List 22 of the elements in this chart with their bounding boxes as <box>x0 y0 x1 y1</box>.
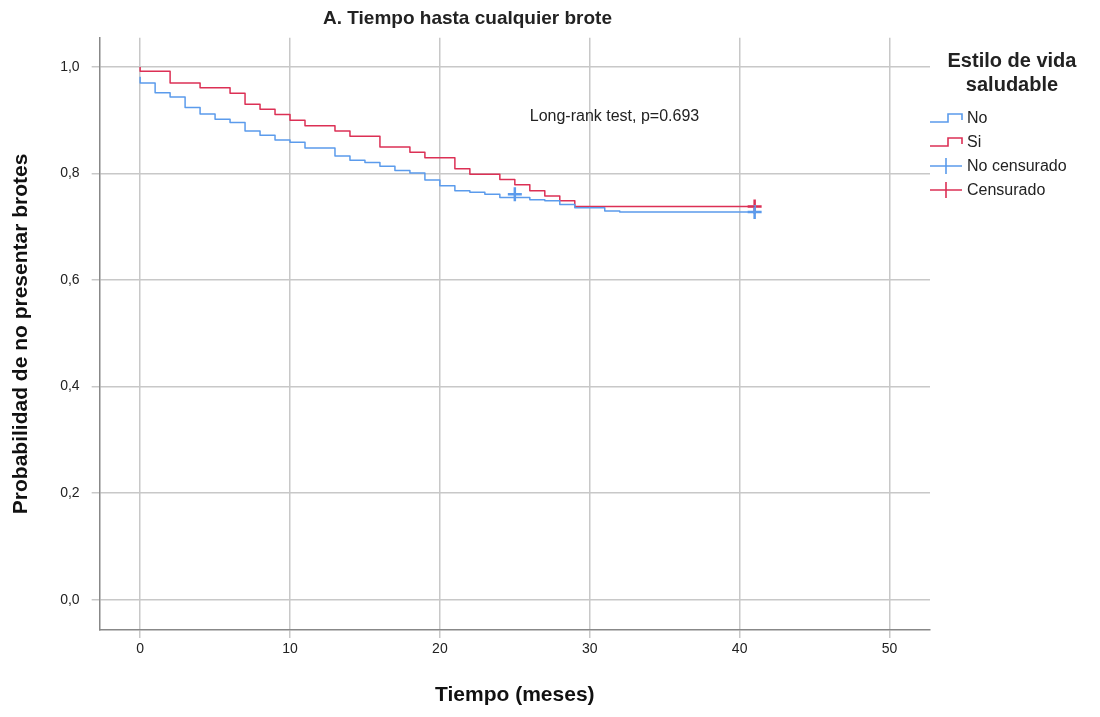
point <box>506 186 524 203</box>
y-axis-title: Probabilidad de no presentar brotes <box>8 153 32 515</box>
y-tick-label: 0,4 <box>60 377 80 394</box>
legend-label: No <box>967 109 988 127</box>
y-tick-label: 0,2 <box>60 483 80 500</box>
x-tick-label: 50 <box>881 640 898 657</box>
legend-label: No censurado <box>967 157 1067 175</box>
chart-title: A. Tiempo hasta cualquier brote <box>323 6 612 28</box>
x-axis-title: Tiempo (meses) <box>435 682 595 706</box>
annotation: Long-rank test, p=0.693 <box>529 106 700 124</box>
x-tick-label: 20 <box>432 640 448 657</box>
y-tick-label: 1,0 <box>60 57 80 74</box>
x-tick-label: 30 <box>581 640 598 657</box>
y-tick-label: 0,8 <box>60 164 80 181</box>
legend-title: Estilo de vida saludable <box>946 48 1078 96</box>
legend-label: Censurado <box>967 181 1046 199</box>
legend-label: Si <box>967 133 982 151</box>
x-tick-label: 10 <box>282 640 299 657</box>
x-tick-label: 40 <box>731 640 748 657</box>
y-tick-label: 0,0 <box>60 590 80 607</box>
x-tick-label: 0 <box>136 640 145 657</box>
y-tick-label: 0,6 <box>60 270 80 287</box>
